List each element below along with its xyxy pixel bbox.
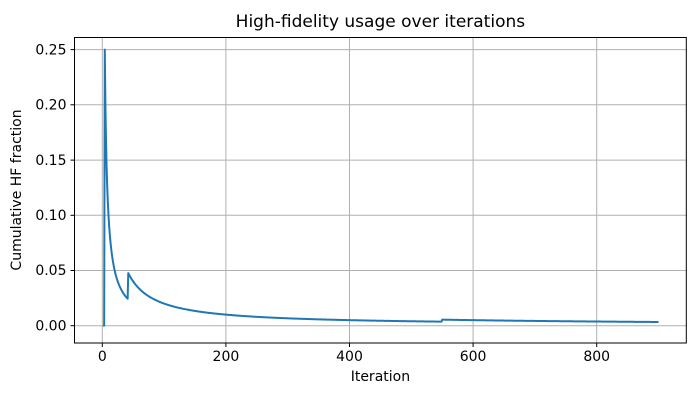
y-tick-label: 0.15 <box>35 153 66 169</box>
y-tick-label: 0.25 <box>35 42 66 58</box>
y-tick-label: 0.05 <box>35 263 66 279</box>
y-tick-label: 0.00 <box>35 318 66 334</box>
y-axis-label: Cumulative HF fraction <box>9 109 25 270</box>
plot-frame <box>74 37 687 344</box>
x-tick-label: 600 <box>460 349 487 365</box>
x-tick-label: 800 <box>583 349 610 365</box>
y-tick-labels: 0.00 0.05 0.10 0.15 0.20 0.25 <box>35 42 66 334</box>
x-axis-label: Iteration <box>351 369 410 385</box>
hf-fraction-line <box>102 48 659 327</box>
gridlines <box>74 37 687 343</box>
x-tick-labels: 0 200 400 600 800 <box>98 349 610 365</box>
x-tick-label: 400 <box>336 349 363 365</box>
y-tick-label: 0.20 <box>35 98 66 114</box>
x-tick-label: 200 <box>213 349 240 365</box>
y-tick-label: 0.10 <box>35 208 66 224</box>
chart-title: High-fidelity usage over iterations <box>236 12 526 32</box>
x-tick-label: 0 <box>98 349 107 365</box>
tick-marks <box>70 49 598 347</box>
